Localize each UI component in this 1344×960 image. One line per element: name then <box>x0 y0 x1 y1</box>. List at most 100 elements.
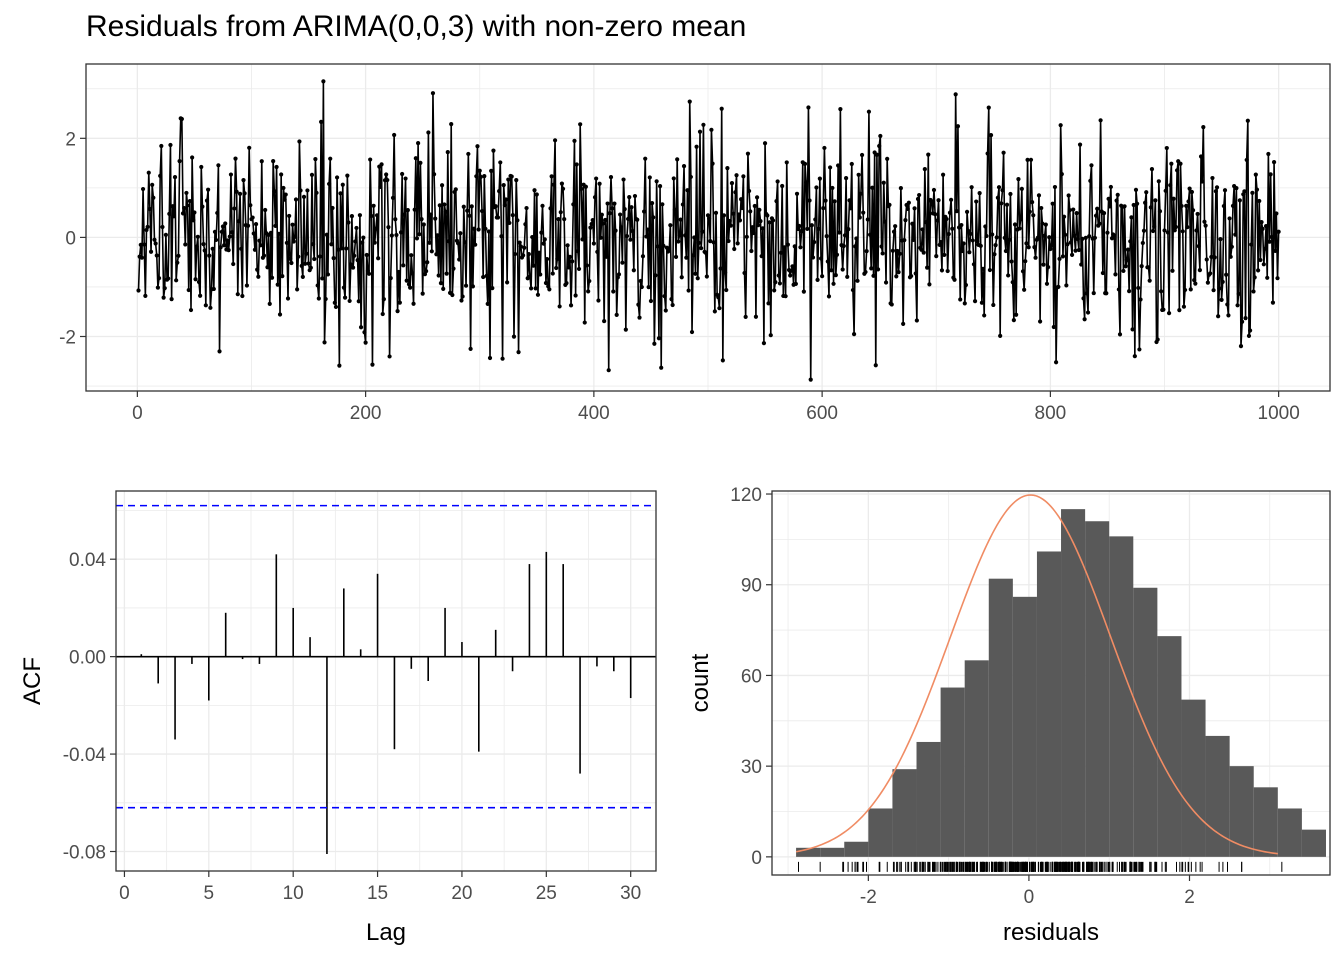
residual-point <box>497 189 502 194</box>
residual-point <box>159 143 164 149</box>
residual-point <box>1214 185 1220 190</box>
residual-point <box>222 243 227 248</box>
residual-point <box>176 253 181 258</box>
residual-point <box>572 138 577 144</box>
residual-point <box>1041 262 1046 267</box>
residual-point <box>627 194 632 200</box>
residual-point <box>765 213 770 218</box>
residual-point <box>947 210 953 215</box>
residual-point <box>1107 204 1112 209</box>
residual-point <box>587 278 592 284</box>
residual-point <box>801 289 806 294</box>
x-tick-label: 10 <box>283 883 304 904</box>
residual-point <box>773 280 778 285</box>
residual-point <box>524 205 529 211</box>
residual-point <box>437 203 442 208</box>
residual-point <box>1258 257 1263 263</box>
residual-point <box>990 232 995 237</box>
residual-point <box>575 249 580 254</box>
residual-point <box>1263 224 1269 229</box>
residual-point <box>697 129 703 134</box>
residual-point <box>600 221 606 226</box>
residual-point <box>710 161 715 166</box>
residual-point <box>995 195 1000 200</box>
residual-point <box>692 235 697 240</box>
residual-point <box>895 248 900 254</box>
residual-point <box>431 172 437 177</box>
residual-point <box>473 242 478 247</box>
residual-point <box>867 232 873 237</box>
residual-point <box>463 283 469 288</box>
residual-point <box>567 254 573 260</box>
residual-point <box>807 198 812 203</box>
x-axis-title: Lag <box>366 919 406 946</box>
residual-point <box>688 174 693 180</box>
residual-point <box>207 253 212 258</box>
residual-point <box>877 143 882 149</box>
residual-point <box>304 251 309 256</box>
residual-point <box>628 237 633 242</box>
residual-point <box>1073 248 1078 253</box>
residual-point <box>594 176 599 181</box>
residual-point <box>891 229 897 234</box>
residual-point <box>1081 296 1086 301</box>
residual-point <box>737 218 743 223</box>
residual-point <box>498 160 503 165</box>
residual-point <box>538 272 543 277</box>
residual-point <box>366 271 372 276</box>
residual-point <box>1008 191 1013 197</box>
residual-point <box>820 274 825 279</box>
residual-point <box>944 216 949 222</box>
residual-point <box>857 215 862 220</box>
residual-point <box>778 250 784 255</box>
residual-point <box>153 241 158 246</box>
residual-point <box>1016 176 1021 182</box>
residual-point <box>552 138 558 143</box>
residual-point <box>1022 287 1027 292</box>
residual-point <box>735 241 740 246</box>
residual-point <box>1082 317 1087 322</box>
residual-point <box>1202 219 1207 224</box>
residual-point <box>726 238 731 244</box>
residual-point <box>636 302 641 307</box>
residual-point <box>903 218 908 223</box>
x-tick-label: 5 <box>204 883 215 904</box>
residual-point <box>250 215 255 220</box>
residual-point <box>878 133 883 139</box>
residual-point <box>958 297 963 302</box>
residual-point <box>865 217 870 222</box>
residual-point <box>788 273 793 278</box>
residual-point <box>482 174 487 179</box>
residual-point <box>578 122 583 127</box>
residual-point <box>1089 163 1094 168</box>
histogram-bar <box>1229 766 1254 857</box>
histogram-bar <box>796 847 821 857</box>
residual-point <box>728 223 733 228</box>
residual-point <box>428 212 433 217</box>
residual-point <box>1240 319 1245 324</box>
residual-point <box>439 183 445 188</box>
residual-point <box>202 248 207 253</box>
residual-point <box>1050 201 1055 206</box>
residual-point <box>158 173 163 178</box>
residual-point <box>514 178 519 183</box>
residual-point <box>596 298 601 303</box>
residual-point <box>991 302 996 308</box>
residual-point <box>303 261 308 266</box>
residual-point <box>536 250 542 255</box>
residual-point <box>460 294 465 299</box>
residual-point <box>372 240 377 245</box>
residual-point <box>326 181 332 187</box>
residual-point <box>299 263 304 268</box>
residual-point <box>664 245 670 250</box>
residual-point <box>1157 209 1163 214</box>
residual-point <box>283 192 288 197</box>
residual-point <box>516 350 521 355</box>
residual-point <box>203 303 208 308</box>
residual-point <box>170 204 175 209</box>
residual-point <box>155 285 160 290</box>
residual-point <box>590 218 595 223</box>
histogram-bar <box>964 660 989 857</box>
residual-point <box>657 184 663 189</box>
residual-point <box>1063 232 1068 237</box>
